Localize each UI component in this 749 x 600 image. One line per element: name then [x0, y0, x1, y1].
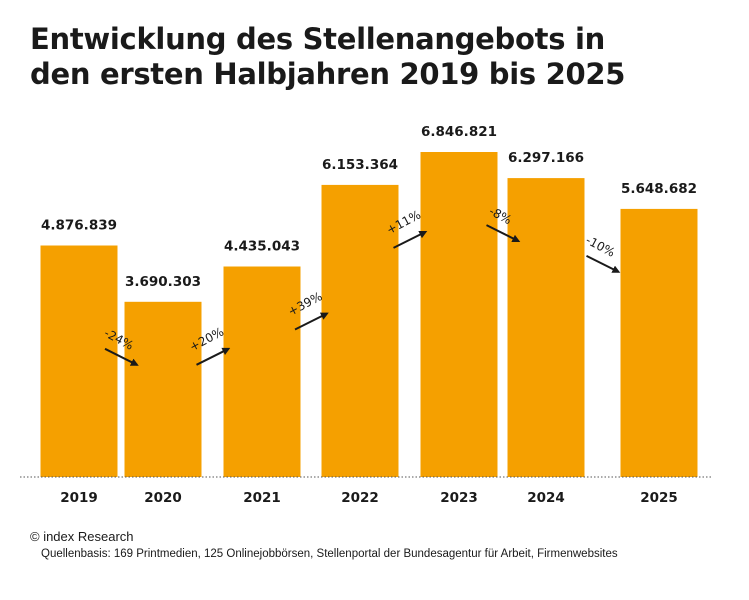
value-label-2023: 6.846.821	[421, 124, 497, 140]
change-arrow-5	[486, 224, 521, 242]
tick-label-2024: 2024	[527, 490, 565, 506]
tick-label-2019: 2019	[60, 490, 98, 506]
value-label-2019: 4.876.839	[41, 218, 117, 234]
copyright-text: © index Research	[30, 529, 134, 544]
source-text: Quellenbasis: 169 Printmedien, 125 Onlin…	[41, 548, 618, 560]
bar-2022	[321, 184, 399, 477]
value-label-2021: 4.435.043	[224, 239, 300, 255]
change-arrow-2	[196, 347, 231, 366]
change-arrow-1	[104, 347, 139, 366]
tick-label-2020: 2020	[144, 490, 182, 506]
bar-2024	[507, 178, 585, 477]
chart-title: Entwicklung des Stellenangebots in den e…	[30, 22, 730, 92]
value-label-2022: 6.153.364	[322, 157, 398, 173]
bar-2025	[620, 208, 698, 477]
value-label-2020: 3.690.303	[125, 274, 201, 290]
tick-label-2021: 2021	[243, 490, 281, 506]
change-arrow-4	[393, 231, 428, 249]
bar-2019	[40, 245, 118, 477]
value-label-2025: 5.648.682	[621, 181, 697, 197]
bar-2021	[223, 266, 301, 477]
change-arrow-3	[294, 312, 329, 331]
chart-title-line-1: Entwicklung des Stellenangebots in	[30, 22, 605, 56]
bar-2023	[420, 152, 498, 477]
change-arrow-6	[586, 254, 621, 273]
tick-label-2022: 2022	[341, 490, 379, 506]
value-label-2024: 6.297.166	[508, 150, 584, 166]
tick-label-2025: 2025	[640, 490, 678, 506]
chart-title-line-2: den ersten Halbjahren 2019 bis 2025	[30, 57, 626, 91]
tick-label-2023: 2023	[440, 490, 478, 506]
bar-2020	[124, 301, 202, 477]
